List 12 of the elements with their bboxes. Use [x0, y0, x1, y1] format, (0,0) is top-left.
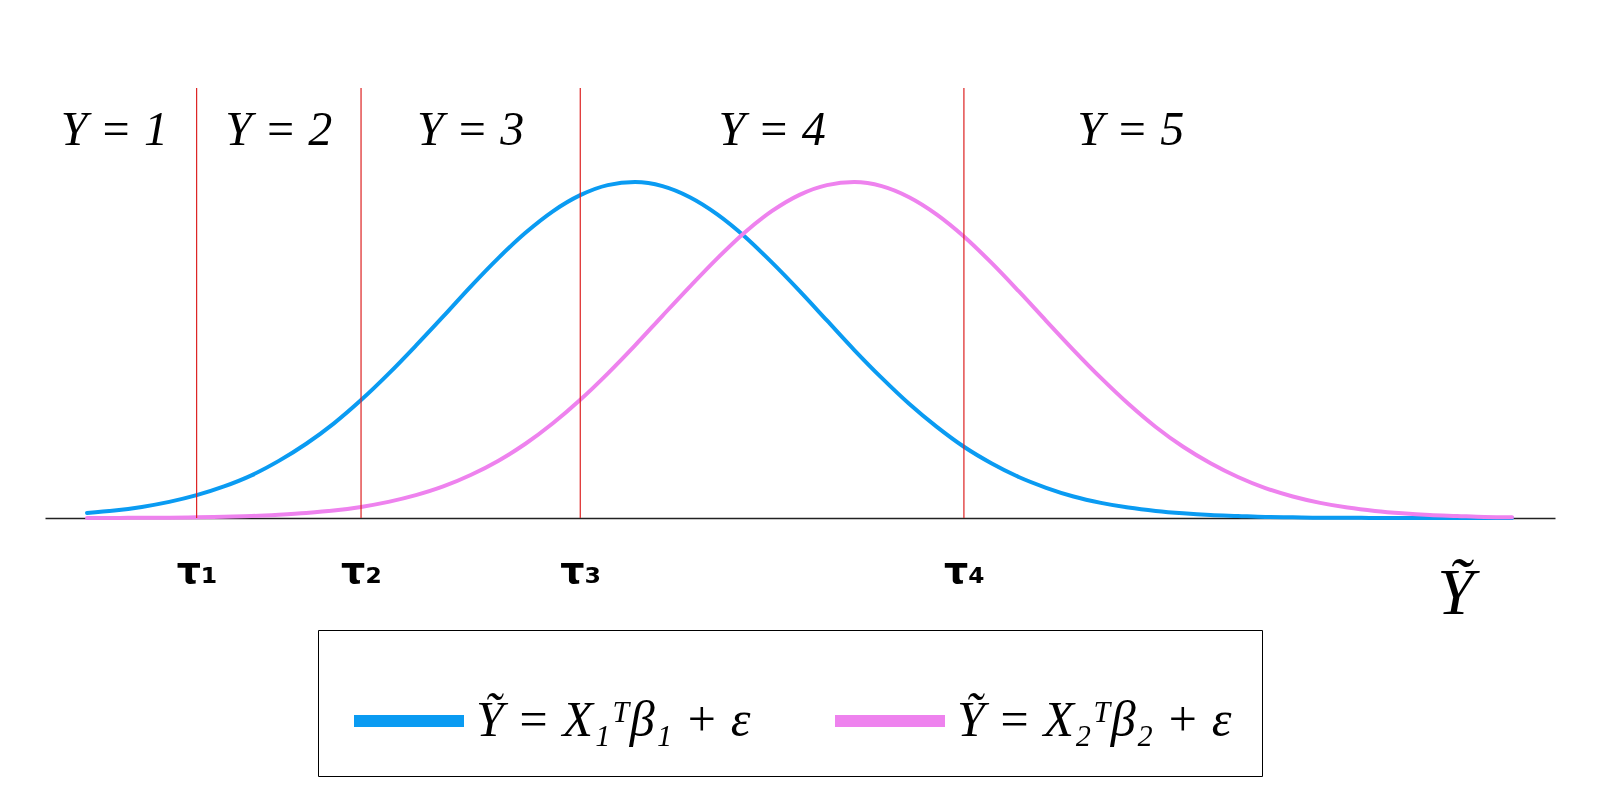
text: Y = 4	[718, 102, 826, 155]
text: Y = 1	[60, 102, 168, 155]
x-tick-label: τ₃	[560, 547, 602, 592]
x-tick-label: τ₁	[176, 547, 218, 592]
legend-label: Ỹ = X₁ᵀβ₁ + ε	[476, 691, 751, 747]
x-tick-label: τ₄	[943, 547, 985, 592]
text: Y = 3	[417, 102, 525, 155]
legend-label: Ỹ = X₂ᵀβ₂ + ε	[957, 691, 1232, 747]
text: Y = 2	[225, 102, 333, 155]
x-axis-title: Ỹ	[1437, 554, 1481, 628]
x-tick-label: τ₂	[341, 547, 382, 592]
text: Y = 5	[1077, 102, 1185, 155]
